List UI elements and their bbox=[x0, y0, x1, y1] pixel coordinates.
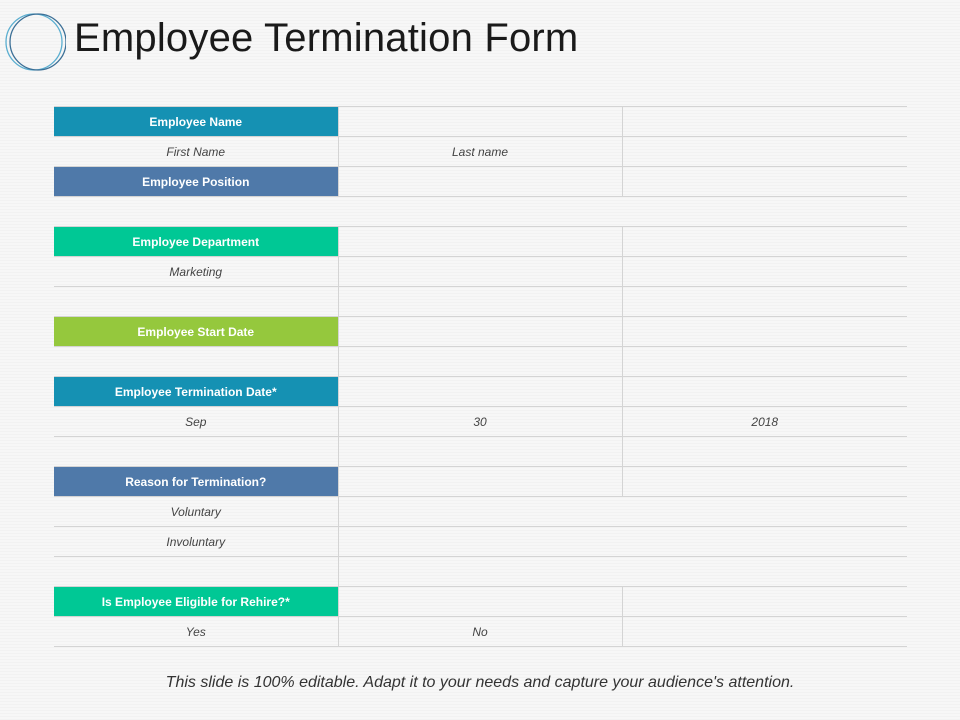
form-row: Employee Start Date bbox=[54, 316, 907, 347]
empty-cell[interactable] bbox=[621, 346, 907, 377]
form-row bbox=[54, 346, 907, 377]
department-field[interactable]: Marketing bbox=[54, 256, 338, 287]
rehire-yes-option[interactable]: Yes bbox=[54, 616, 338, 647]
empty-cell[interactable] bbox=[621, 436, 907, 467]
form-row: Employee Name bbox=[54, 106, 907, 137]
empty-cell[interactable] bbox=[337, 376, 622, 407]
form-row bbox=[54, 286, 907, 317]
empty-cell[interactable] bbox=[621, 376, 907, 407]
last-name-field[interactable]: Last name bbox=[337, 136, 622, 167]
start-date-field[interactable] bbox=[54, 346, 338, 377]
employee-start-date-label: Employee Start Date bbox=[54, 316, 338, 347]
form-row: Employee Position bbox=[54, 166, 907, 197]
empty-cell[interactable] bbox=[337, 256, 622, 287]
termination-month-field[interactable]: Sep bbox=[54, 406, 338, 437]
empty-cell[interactable] bbox=[337, 466, 622, 497]
employee-department-label: Employee Department bbox=[54, 226, 338, 257]
form-row: Yes No bbox=[54, 616, 907, 647]
empty-cell[interactable] bbox=[621, 316, 907, 347]
empty-cell[interactable] bbox=[337, 436, 622, 467]
employee-position-field[interactable] bbox=[337, 166, 622, 197]
decorative-circles-icon bbox=[5, 13, 66, 71]
empty-cell[interactable] bbox=[621, 136, 907, 167]
spacer-cell bbox=[338, 196, 622, 227]
footer-caption: This slide is 100% editable. Adapt it to… bbox=[165, 674, 795, 691]
spacer-cell bbox=[54, 196, 338, 227]
empty-cell[interactable] bbox=[337, 226, 622, 257]
employee-name-label: Employee Name bbox=[54, 106, 338, 137]
empty-cell[interactable] bbox=[337, 286, 622, 317]
form-row: Employee Termination Date* bbox=[54, 376, 907, 407]
empty-cell[interactable] bbox=[337, 316, 622, 347]
form-row bbox=[54, 556, 907, 587]
first-name-field[interactable]: First Name bbox=[54, 136, 338, 167]
empty-cell[interactable] bbox=[54, 556, 338, 587]
empty-cell[interactable] bbox=[621, 226, 907, 257]
form-row bbox=[54, 436, 907, 467]
empty-cell[interactable] bbox=[54, 436, 338, 467]
form-row: Involuntary bbox=[54, 526, 907, 557]
empty-cell[interactable] bbox=[621, 586, 907, 617]
form-row: Sep 30 2018 bbox=[54, 406, 907, 437]
termination-year-field[interactable]: 2018 bbox=[621, 406, 907, 437]
empty-cell[interactable] bbox=[337, 556, 907, 587]
empty-cell[interactable] bbox=[621, 166, 907, 197]
termination-form-table: Employee Name First Name Last name Emplo… bbox=[54, 106, 907, 647]
spacer-row bbox=[54, 196, 907, 227]
employee-termination-date-label: Employee Termination Date* bbox=[54, 376, 338, 407]
empty-cell[interactable] bbox=[621, 616, 907, 647]
employee-name-cell[interactable] bbox=[621, 106, 907, 137]
reason-voluntary-field[interactable] bbox=[337, 496, 907, 527]
rehire-eligibility-label: Is Employee Eligible for Rehire?* bbox=[54, 586, 338, 617]
reason-involuntary-option[interactable]: Involuntary bbox=[54, 526, 338, 557]
empty-cell[interactable] bbox=[337, 586, 622, 617]
spacer-cell bbox=[622, 196, 907, 227]
empty-cell[interactable] bbox=[621, 256, 907, 287]
reason-voluntary-option[interactable]: Voluntary bbox=[54, 496, 338, 527]
form-row: Employee Department bbox=[54, 226, 907, 257]
page-title: Employee Termination Form bbox=[74, 16, 579, 60]
empty-cell[interactable] bbox=[54, 286, 338, 317]
reason-involuntary-field[interactable] bbox=[337, 526, 907, 557]
form-row: First Name Last name bbox=[54, 136, 907, 167]
employee-position-label: Employee Position bbox=[54, 166, 338, 197]
form-row: Voluntary bbox=[54, 496, 907, 527]
empty-cell[interactable] bbox=[337, 346, 622, 377]
empty-cell[interactable] bbox=[621, 466, 907, 497]
reason-for-termination-label: Reason for Termination? bbox=[54, 466, 338, 497]
employee-name-cell[interactable] bbox=[337, 106, 622, 137]
rehire-no-option[interactable]: No bbox=[337, 616, 622, 647]
empty-cell[interactable] bbox=[621, 286, 907, 317]
form-row: Is Employee Eligible for Rehire?* bbox=[54, 586, 907, 617]
termination-day-field[interactable]: 30 bbox=[337, 406, 622, 437]
form-row: Marketing bbox=[54, 256, 907, 287]
form-row: Reason for Termination? bbox=[54, 466, 907, 497]
